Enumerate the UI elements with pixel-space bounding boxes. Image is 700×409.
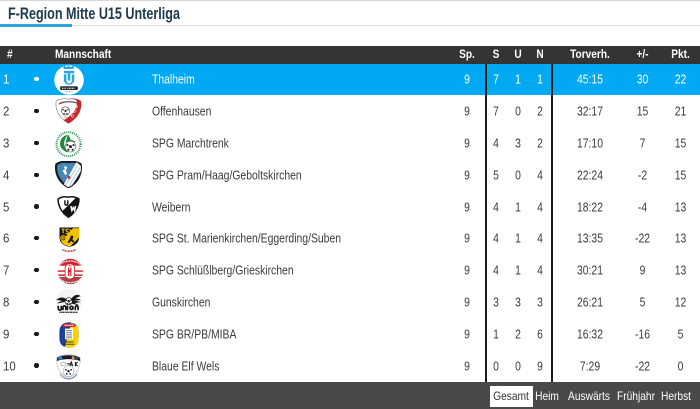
svg-text:S: S — [74, 104, 79, 110]
svg-text:O: O — [69, 113, 75, 119]
svg-text:Die: Die — [64, 115, 69, 119]
svg-text:C: C — [72, 109, 78, 115]
